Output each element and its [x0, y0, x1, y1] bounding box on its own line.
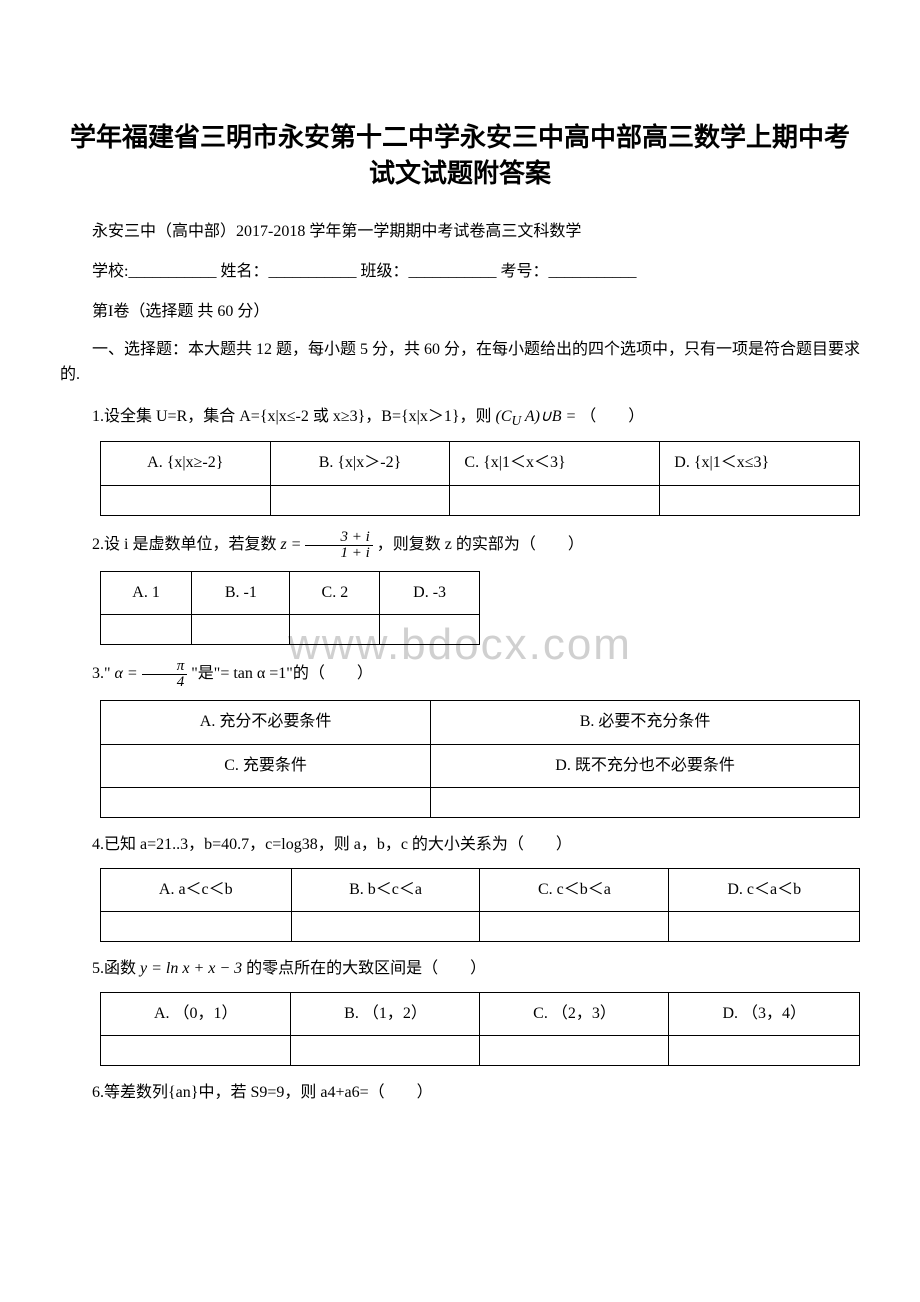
q5-formula: y = ln x + x − 3 [140, 960, 242, 977]
q4-option-a: A. a＜c＜b [101, 868, 292, 911]
q3-option-d: D. 既不充分也不必要条件 [431, 744, 860, 787]
q2-text-pre: 2.设 i 是虚数单位，若复数 [92, 536, 276, 553]
q3-option-b: B. 必要不充分条件 [431, 701, 860, 744]
question-6: 6.等差数列{an}中，若 S9=9，则 a4+a6=（ ） [60, 1080, 860, 1106]
q5-option-a: A. （0，1） [101, 992, 291, 1035]
q2-options-table: A. 1 B. -1 C. 2 D. -3 [100, 571, 480, 645]
q1-text-post: （ ） [580, 408, 644, 425]
school-field: 学校:___________ [92, 263, 216, 280]
empty-cell [270, 485, 450, 515]
q3-options-table: A. 充分不必要条件 B. 必要不充分条件 C. 充要条件 D. 既不充分也不必… [100, 700, 860, 818]
form-line: 学校:___________ 姓名：___________ 班级：_______… [60, 257, 860, 281]
q4-option-d: D. c＜a＜b [669, 868, 860, 911]
q2-option-b: B. -1 [192, 571, 290, 614]
table-row: C. 充要条件 D. 既不充分也不必要条件 [101, 744, 860, 787]
table-row: A. （0，1） B. （1，2） C. （2，3） D. （3，4） [101, 992, 860, 1035]
q3-option-c: C. 充要条件 [101, 744, 431, 787]
table-row [101, 788, 860, 818]
empty-cell [101, 485, 271, 515]
empty-cell [101, 1036, 291, 1066]
table-row [101, 1036, 860, 1066]
number-field: 考号：___________ [500, 263, 636, 280]
question-1: 1.设全集 U=R，集合 A={x|x≤-2 或 x≥3}，B={x|x＞1}，… [60, 404, 860, 432]
q3-text-pre: 3." [92, 665, 111, 682]
empty-cell [480, 1036, 669, 1066]
q2-formula: z = 3 + i1 + i [280, 536, 372, 553]
q1-formula: (CU A)∪B = [496, 408, 577, 425]
q2-option-a: A. 1 [101, 571, 192, 614]
q1-option-a: A. {x|x≥-2} [101, 442, 271, 485]
q5-text-post: 的零点所在的大致区间是（ ） [246, 960, 486, 977]
q3-formula: α = π4 [115, 665, 188, 682]
q5-options-table: A. （0，1） B. （1，2） C. （2，3） D. （3，4） [100, 992, 860, 1066]
document-title: 学年福建省三明市永安第十二中学永安三中高中部高三数学上期中考试文试题附答案 [60, 120, 860, 193]
empty-cell [101, 788, 431, 818]
q4-option-b: B. b＜c＜a [291, 868, 480, 911]
table-row [101, 615, 480, 645]
q2-text-post: ，则复数 z 的实部为（ ） [377, 536, 584, 553]
q3-text-mid: "是"= tan α =1"的（ ） [191, 665, 373, 682]
empty-cell [101, 912, 292, 942]
q4-options-table: A. a＜c＜b B. b＜c＜a C. c＜b＜a D. c＜a＜b [100, 868, 860, 942]
table-row: A. {x|x≥-2} B. {x|x＞-2} C. {x|1＜x＜3} D. … [101, 442, 860, 485]
q2-option-c: C. 2 [290, 571, 380, 614]
empty-cell [291, 912, 480, 942]
q1-option-c: C. {x|1＜x＜3} [450, 442, 660, 485]
part-label: 第I卷（选择题 共 60 分） [60, 297, 860, 321]
empty-cell [480, 912, 669, 942]
q4-option-c: C. c＜b＜a [480, 868, 669, 911]
empty-cell [290, 615, 380, 645]
empty-cell [660, 485, 860, 515]
question-2: 2.设 i 是虚数单位，若复数 z = 3 + i1 + i ，则复数 z 的实… [60, 530, 860, 561]
empty-cell [291, 1036, 480, 1066]
empty-cell [450, 485, 660, 515]
q5-option-d: D. （3，4） [669, 992, 860, 1035]
name-field: 姓名：___________ [220, 263, 356, 280]
q5-option-c: C. （2，3） [480, 992, 669, 1035]
table-row: A. 1 B. -1 C. 2 D. -3 [101, 571, 480, 614]
empty-cell [431, 788, 860, 818]
q5-option-b: B. （1，2） [291, 992, 480, 1035]
q1-option-d: D. {x|1＜x≤3} [660, 442, 860, 485]
question-4: 4.已知 a=21..3，b=40.7，c=log38，则 a，b，c 的大小关… [60, 832, 860, 858]
table-row: A. a＜c＜b B. b＜c＜a C. c＜b＜a D. c＜a＜b [101, 868, 860, 911]
q1-option-b: B. {x|x＞-2} [270, 442, 450, 485]
question-3: 3." α = π4 "是"= tan α =1"的（ ） [60, 659, 860, 690]
q2-option-d: D. -3 [380, 571, 480, 614]
q1-options-table: A. {x|x≥-2} B. {x|x＞-2} C. {x|1＜x＜3} D. … [100, 441, 860, 515]
question-5: 5.函数 y = ln x + x − 3 的零点所在的大致区间是（ ） [60, 956, 860, 982]
document-subtitle: 永安三中（高中部）2017-2018 学年第一学期期中考试卷高三文科数学 [60, 217, 860, 241]
empty-cell [101, 615, 192, 645]
empty-cell [669, 1036, 860, 1066]
table-row [101, 485, 860, 515]
q5-text-pre: 5.函数 [92, 960, 136, 977]
empty-cell [380, 615, 480, 645]
section-instruction: 一、选择题：本大题共 12 题，每小题 5 分，共 60 分，在每小题给出的四个… [60, 337, 860, 388]
document-content: 学年福建省三明市永安第十二中学永安三中高中部高三数学上期中考试文试题附答案 永安… [60, 120, 860, 1106]
table-row [101, 912, 860, 942]
table-row: A. 充分不必要条件 B. 必要不充分条件 [101, 701, 860, 744]
class-field: 班级：___________ [360, 263, 496, 280]
empty-cell [192, 615, 290, 645]
q1-text-pre: 1.设全集 U=R，集合 A={x|x≤-2 或 x≥3}，B={x|x＞1}，… [92, 408, 492, 425]
q3-option-a: A. 充分不必要条件 [101, 701, 431, 744]
empty-cell [669, 912, 860, 942]
